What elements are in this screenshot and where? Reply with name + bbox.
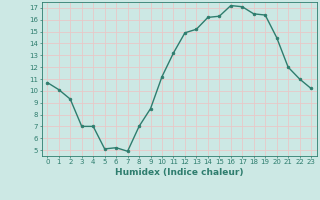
X-axis label: Humidex (Indice chaleur): Humidex (Indice chaleur) — [115, 168, 244, 177]
